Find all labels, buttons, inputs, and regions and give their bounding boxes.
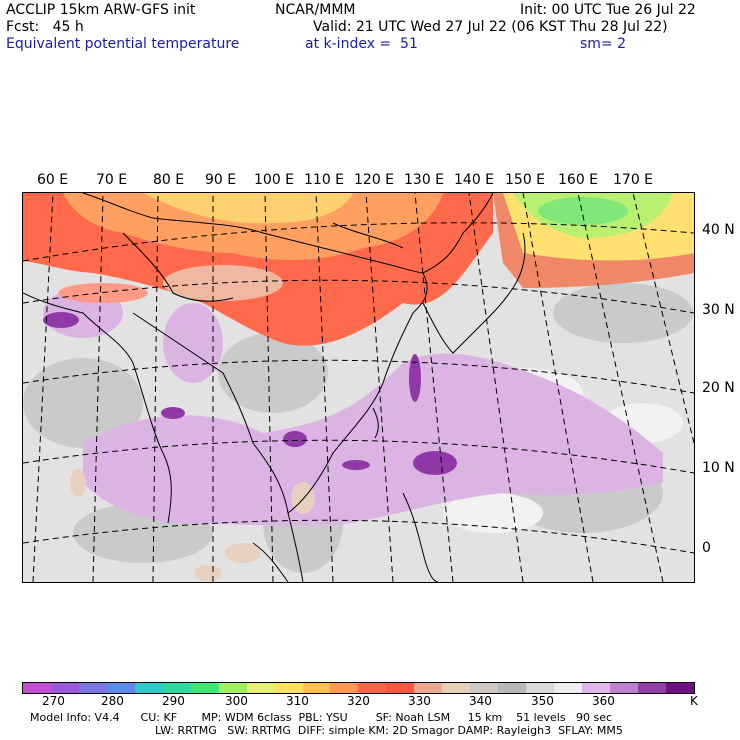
- colorbar: [22, 682, 695, 694]
- level-label: at k-index = 51: [305, 36, 418, 52]
- lon-label: 90 E: [205, 172, 237, 188]
- colorbar-label: 290: [162, 694, 185, 708]
- lat-label: 0: [702, 540, 711, 556]
- producer-label: NCAR/MMM: [275, 2, 356, 18]
- colorbar-segment: [78, 683, 107, 693]
- purple-maxima: [43, 312, 457, 475]
- run-title: ACCLIP 15km ARW-GFS init: [6, 2, 196, 18]
- lat-label: 10 N: [702, 460, 735, 476]
- colorbar-segment: [330, 683, 359, 693]
- colorbar-label: 360: [592, 694, 615, 708]
- colorbar-segment: [218, 683, 247, 693]
- colorbar-segment: [442, 683, 471, 693]
- colorbar-segment: [665, 683, 694, 693]
- model-info: Model Info: V4.4 CU: KF MP: WDM 6class P…: [30, 711, 613, 724]
- valid-time: Valid: 21 UTC Wed 27 Jul 22 (06 KST Thu …: [313, 19, 668, 35]
- colorbar-label: 280: [101, 694, 124, 708]
- colorbar-label: 310: [286, 694, 309, 708]
- colorbar-label: 270: [42, 694, 65, 708]
- colorbar-segment: [134, 683, 163, 693]
- smoothing-label: sm= 2: [580, 36, 627, 52]
- colorbar-segment: [162, 683, 191, 693]
- lat-label: 40 N: [702, 222, 735, 238]
- lon-label: 120 E: [354, 172, 395, 188]
- colorbar-segment: [498, 683, 527, 693]
- lat-label: 30 N: [702, 302, 735, 318]
- colorbar-segment: [470, 683, 499, 693]
- colorbar-label: 330: [408, 694, 431, 708]
- colorbar-segment: [414, 683, 443, 693]
- lon-label: 130 E: [404, 172, 445, 188]
- colorbar-segment: [50, 683, 79, 693]
- lon-label: 110 E: [304, 172, 345, 188]
- colorbar-segment: [23, 683, 51, 693]
- field-name: Equivalent potential temperature: [6, 36, 240, 52]
- colorbar-label: 320: [347, 694, 370, 708]
- lat-label: 20 N: [702, 380, 735, 396]
- lon-label: 140 E: [454, 172, 495, 188]
- lon-label: 170 E: [613, 172, 654, 188]
- colorbar-segment: [610, 683, 638, 693]
- forecast-hour: Fcst: 45 h: [6, 19, 84, 35]
- lon-label: 80 E: [153, 172, 185, 188]
- colorbar-label: 300: [225, 694, 248, 708]
- colorbar-label: 340: [469, 694, 492, 708]
- lon-label: 60 E: [37, 172, 69, 188]
- colorbar-segment: [358, 683, 387, 693]
- north-pacific-field: [493, 193, 694, 288]
- colorbar-segment: [526, 683, 555, 693]
- colorbar-segment: [190, 683, 219, 693]
- lon-label: 100 E: [254, 172, 295, 188]
- colorbar-segment: [637, 683, 666, 693]
- colorbar-label: 350: [531, 694, 554, 708]
- coastlines: [23, 193, 526, 582]
- init-time: Init: 00 UTC Tue 26 Jul 22: [520, 2, 696, 18]
- lon-label: 70 E: [96, 172, 128, 188]
- physics-info: LW: RRTMG SW: RRTMG DIFF: simple KM: 2D …: [155, 724, 623, 737]
- colorbar-segment: [274, 683, 303, 693]
- lon-label: 150 E: [505, 172, 546, 188]
- colorbar-segment: [302, 683, 331, 693]
- colorbar-unit: K: [690, 694, 698, 708]
- graticule: [23, 193, 694, 582]
- colorbar-segment: [386, 683, 415, 693]
- lon-label: 160 E: [558, 172, 599, 188]
- colorbar-segment: [582, 683, 611, 693]
- theta-e-map: [22, 192, 695, 583]
- colorbar-segment: [246, 683, 275, 693]
- colorbar-segment: [106, 683, 135, 693]
- colorbar-segment: [554, 683, 583, 693]
- map-canvas: [23, 193, 694, 582]
- land-patches: [70, 469, 315, 581]
